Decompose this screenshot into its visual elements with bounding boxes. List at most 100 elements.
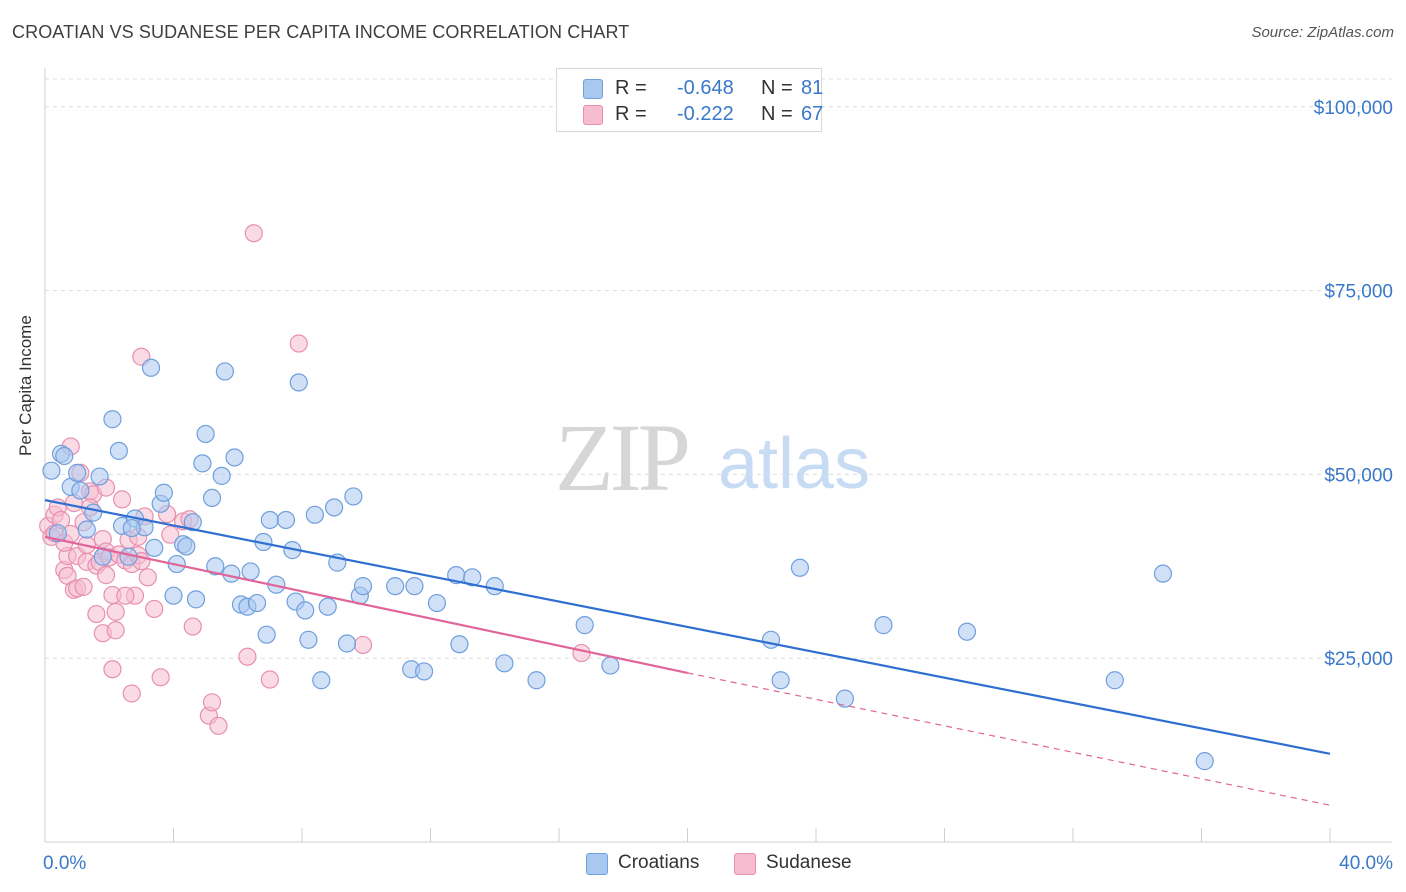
croatian-point-67 <box>601 656 620 675</box>
y-axis-label: Per Capita Income <box>16 315 35 456</box>
croatian-point-64 <box>495 654 514 673</box>
croatian-point-28 <box>212 466 231 485</box>
sudanese-point-54 <box>289 334 308 353</box>
croatian-point-68 <box>761 630 781 649</box>
sudanese-point-53 <box>260 670 279 689</box>
y-tick-label-3: $100,000 <box>1314 98 1393 119</box>
sudanese-point-29 <box>106 602 125 621</box>
croatian-point-37 <box>257 625 276 644</box>
sudanese-point-55 <box>353 635 373 655</box>
croatian-point-43 <box>289 373 308 392</box>
sudanese-point-36 <box>122 684 141 703</box>
sudanese-point-52 <box>244 224 263 243</box>
sudanese-point-32 <box>112 490 132 509</box>
croatians-legend-label: Croatians <box>618 852 700 873</box>
watermark-zip: ZIP <box>555 404 688 511</box>
croatian-point-49 <box>325 498 344 517</box>
source-credit: Source: ZipAtlas.com <box>1251 24 1394 41</box>
x-tick-label-left: 0.0% <box>43 853 86 874</box>
croatian-point-19 <box>164 586 183 605</box>
croatian-point-22 <box>183 513 202 532</box>
croatian-point-65 <box>527 671 546 690</box>
croatian-point-73 <box>957 622 977 641</box>
tick-labels: $25,000 $50,000 $75,000 $100,000 0.0% 40.0% <box>43 98 1393 874</box>
croatian-point-59 <box>427 593 447 613</box>
y-tick-label-0: $25,000 <box>1324 649 1393 670</box>
sudanese-n-label: N = <box>761 103 793 125</box>
croatian-point-31 <box>225 448 244 467</box>
croatian-point-27 <box>206 557 225 576</box>
croatian-point-74 <box>1105 671 1124 690</box>
sudanese-r-value: -0.222 <box>677 103 734 125</box>
croatian-point-80 <box>177 537 196 556</box>
data-points <box>39 224 1214 771</box>
croatian-point-44 <box>296 601 315 620</box>
sudanese-n-value: 67 <box>801 103 824 125</box>
sudanese-point-56 <box>572 643 591 663</box>
croatian-point-25 <box>196 424 215 444</box>
croatian-point-57 <box>405 577 424 596</box>
croatian-point-69 <box>771 671 790 690</box>
croatian-point-16 <box>145 538 164 558</box>
watermark: ZIP atlas <box>555 404 870 511</box>
sudanese-point-51 <box>238 647 257 666</box>
x-tick-label-right: 40.0% <box>1339 853 1393 874</box>
croatian-point-52 <box>344 487 363 506</box>
croatians-n-value: 81 <box>801 77 824 99</box>
croatian-point-34 <box>241 562 260 581</box>
croatian-point-18 <box>154 483 173 502</box>
croatian-point-66 <box>575 616 594 635</box>
croatian-point-77 <box>48 524 67 543</box>
croatian-point-55 <box>386 577 405 596</box>
croatian-point-10 <box>109 441 128 460</box>
croatian-point-2 <box>55 446 74 466</box>
sudanese-point-62 <box>116 586 135 605</box>
sudanese-point-47 <box>183 617 202 636</box>
watermark-atlas: atlas <box>718 424 870 504</box>
correlation-legend: R = -0.648 N = 81 R = -0.222 N = 67 <box>556 68 824 132</box>
sudanese-swatch <box>583 105 603 125</box>
y-tick-label-2: $75,000 <box>1324 282 1393 303</box>
sudanese-point-20 <box>87 604 106 624</box>
croatian-point-62 <box>463 568 482 587</box>
croatian-point-45 <box>299 630 318 649</box>
croatian-point-29 <box>215 362 234 381</box>
sudanese-point-43 <box>151 668 170 687</box>
croatian-point-71 <box>835 689 855 708</box>
croatians-legend-swatch <box>586 853 608 875</box>
sudanese-trend-extension <box>687 672 1331 806</box>
croatian-point-48 <box>318 597 337 616</box>
croatian-point-72 <box>874 616 893 635</box>
croatian-point-26 <box>202 488 222 508</box>
croatian-point-6 <box>77 520 96 539</box>
croatian-point-58 <box>414 662 434 681</box>
croatian-point-30 <box>222 564 241 583</box>
sudanese-trend-line <box>44 535 688 674</box>
croatian-point-4 <box>68 463 87 483</box>
sudanese-point-63 <box>161 525 180 544</box>
sudanese-point-42 <box>145 599 164 619</box>
sudanese-point-41 <box>138 568 157 587</box>
croatians-trend-line <box>44 499 1331 755</box>
sudanese-point-30 <box>106 621 125 640</box>
croatian-point-61 <box>450 635 469 654</box>
croatian-point-24 <box>193 454 212 473</box>
croatian-point-47 <box>312 671 331 690</box>
chart-title: CROATIAN VS SUDANESE PER CAPITA INCOME C… <box>12 22 630 42</box>
sudanese-point-27 <box>103 660 122 679</box>
croatians-r-label: R = <box>615 77 647 99</box>
croatian-point-7 <box>84 503 103 522</box>
croatian-point-0 <box>42 461 61 480</box>
croatians-r-value: -0.648 <box>677 77 734 99</box>
croatian-point-79 <box>122 518 141 538</box>
sudanese-point-58 <box>74 577 93 596</box>
sudanese-point-50 <box>209 716 228 735</box>
croatian-point-23 <box>186 590 206 609</box>
croatian-point-51 <box>337 634 357 653</box>
croatians-n-label: N = <box>761 77 793 99</box>
croatian-point-15 <box>141 358 161 377</box>
sudanese-point-25 <box>96 566 116 585</box>
croatian-point-5 <box>71 481 90 500</box>
croatian-point-46 <box>305 505 324 524</box>
